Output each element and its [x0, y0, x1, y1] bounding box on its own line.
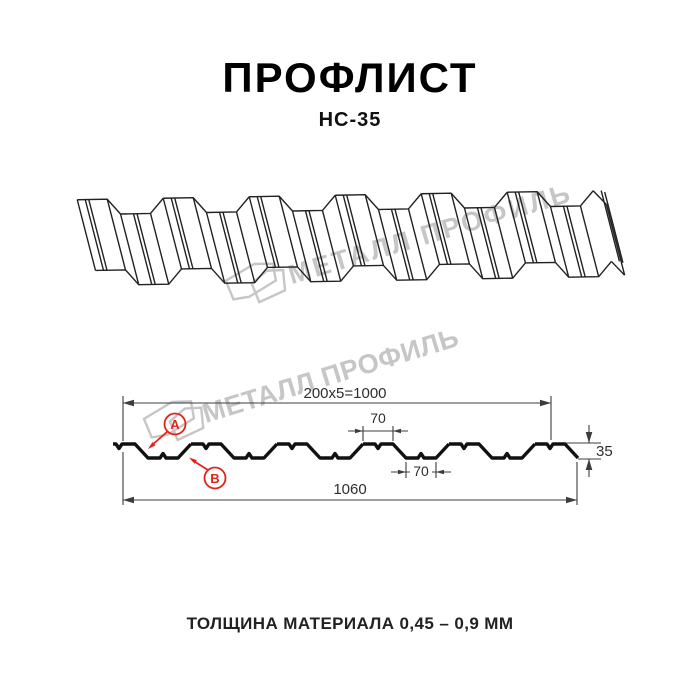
- profile-code: НС-35: [318, 109, 382, 131]
- material-thickness-note: ТОЛЩИНА МАТЕРИАЛА 0,45 – 0,9 ММ: [186, 614, 514, 633]
- dim-label-height: 35: [596, 443, 613, 460]
- dimension-top-pitch: 200x5=1000: [122, 385, 552, 441]
- callout-a-label: A: [170, 417, 180, 432]
- watermark-text: МЕТАЛЛ ПРОФИЛЬ: [199, 322, 463, 429]
- callout-b-label: B: [210, 471, 219, 486]
- dimension-rib-top: 70: [348, 410, 408, 441]
- metal-profil-logo-icon: [224, 262, 287, 304]
- sheet-3d-view: [76, 189, 626, 287]
- watermark-bottom: МЕТАЛЛ ПРОФИЛЬ: [142, 322, 463, 442]
- dim-label-rib-top: 70: [370, 410, 386, 426]
- dimension-overall-width: 1060: [122, 452, 578, 505]
- dimension-rib-bottom: 70: [391, 462, 451, 479]
- callout-b: B: [189, 457, 227, 490]
- cross-section-profile: [113, 442, 580, 460]
- callout-a: A: [148, 412, 187, 449]
- dim-label-rib-bottom: 70: [413, 463, 429, 479]
- header: ПРОФЛИСТ НС-35: [0, 54, 700, 132]
- dim-label-width: 1060: [333, 481, 366, 498]
- dimension-height: 35: [566, 425, 613, 477]
- dim-label-pitch: 200x5=1000: [304, 385, 387, 402]
- page-title: ПРОФЛИСТ: [222, 54, 478, 101]
